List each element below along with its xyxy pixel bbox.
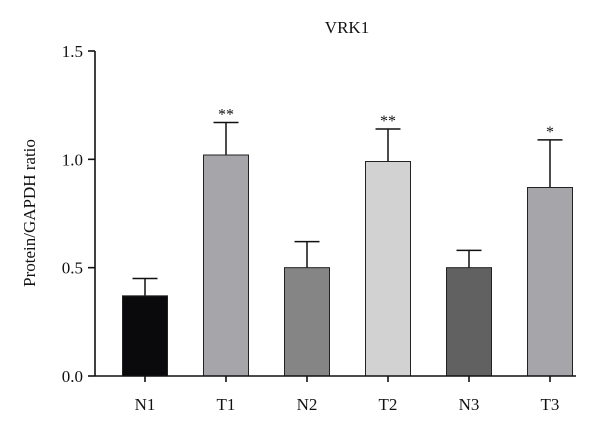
chart-title: VRK1 [325, 18, 369, 37]
y-tick-label: 0.5 [62, 259, 83, 278]
significance-marker: ** [218, 107, 234, 124]
bar-t1 [203, 154, 249, 377]
x-tick-label: T1 [217, 395, 236, 414]
bar-n3 [446, 267, 492, 377]
x-tick-label: T2 [379, 395, 398, 414]
y-tick-label: 1.5 [62, 42, 83, 61]
plot-area: 0.0 0.5 1.0 1.5 N1 ** T1 N2 ** T2 N3 * T3 [62, 42, 573, 414]
y-tick-label: 0.0 [62, 367, 83, 386]
bar-n1 [122, 295, 168, 377]
bar-t3 [527, 187, 573, 377]
x-tick-label: N1 [135, 395, 156, 414]
x-tick-label: N2 [297, 395, 318, 414]
significance-marker: * [546, 124, 554, 141]
y-axis-label: Protein/GAPDH ratio [20, 139, 39, 287]
y-tick-label: 1.0 [62, 150, 83, 169]
bar-n2 [284, 267, 330, 377]
bar-t2 [365, 161, 411, 377]
x-tick-label: N3 [459, 395, 480, 414]
x-tick-label: T3 [541, 395, 560, 414]
significance-marker: ** [380, 113, 396, 130]
